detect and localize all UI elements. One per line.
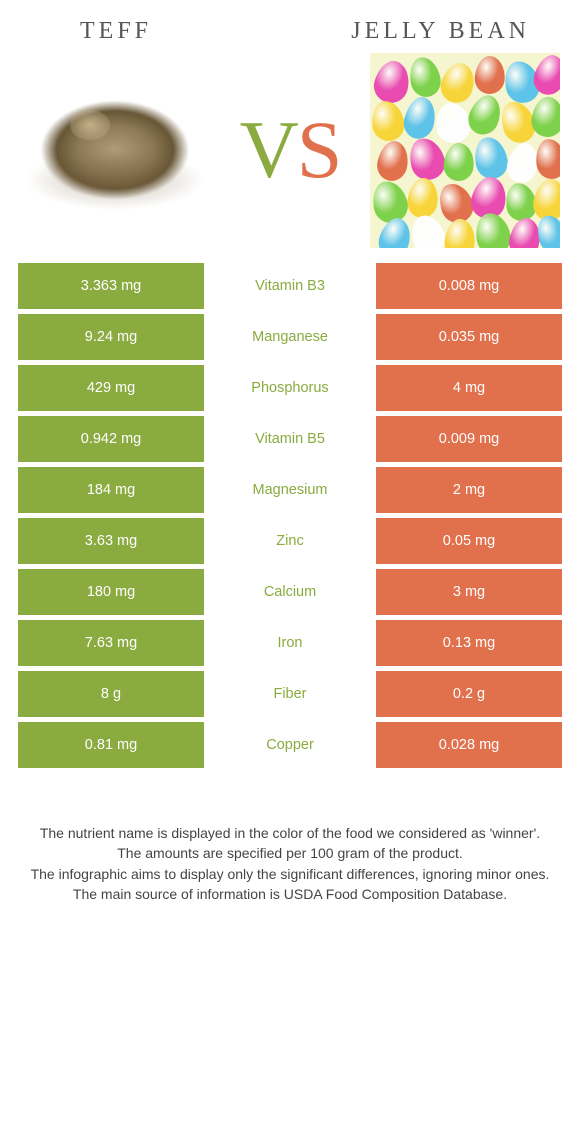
jellybean-icon <box>472 134 511 181</box>
jellybean-image <box>370 55 560 245</box>
nutrient-row: 7.63 mgIron0.13 mg <box>18 620 562 666</box>
jellybean-icon <box>436 58 480 107</box>
left-value: 184 mg <box>18 467 204 513</box>
jellybean-icon <box>434 101 471 144</box>
nutrient-name: Vitamin B5 <box>204 416 376 462</box>
right-value: 0.2 g <box>376 671 562 717</box>
nutrient-name: Manganese <box>204 314 376 360</box>
right-value: 2 mg <box>376 467 562 513</box>
jellybean-icon <box>408 211 449 247</box>
footer-line-4: The main source of information is USDA F… <box>30 884 550 904</box>
left-value: 180 mg <box>18 569 204 615</box>
header-titles: TEFF JELLY BEAN <box>0 0 580 55</box>
footer-line-3: The infographic aims to display only the… <box>30 864 550 884</box>
left-value: 0.81 mg <box>18 722 204 768</box>
jellybean-icon <box>405 176 440 220</box>
jellybean-icon <box>370 98 407 142</box>
infographic-container: TEFF JELLY BEAN VS 3.363 mgVitamin B30.0… <box>0 0 580 904</box>
images-row: VS <box>0 55 580 263</box>
left-value: 429 mg <box>18 365 204 411</box>
nutrient-row: 180 mgCalcium3 mg <box>18 569 562 615</box>
nutrient-row: 429 mgPhosphorus4 mg <box>18 365 562 411</box>
right-value: 3 mg <box>376 569 562 615</box>
teff-pile-icon <box>40 100 190 200</box>
left-value: 3.363 mg <box>18 263 204 309</box>
footer-notes: The nutrient name is displayed in the co… <box>0 773 580 904</box>
jellybean-icon <box>405 134 449 183</box>
jellybean-icon <box>464 90 507 138</box>
nutrient-row: 3.363 mgVitamin B30.008 mg <box>18 263 562 309</box>
right-value: 0.13 mg <box>376 620 562 666</box>
jellybean-icon <box>443 217 477 247</box>
nutrient-row: 9.24 mgManganese0.035 mg <box>18 314 562 360</box>
right-value: 0.028 mg <box>376 722 562 768</box>
jellybean-icon <box>442 141 476 182</box>
jellybean-icon <box>370 57 414 106</box>
jellybean-icon <box>407 54 443 99</box>
nutrient-row: 0.81 mgCopper0.028 mg <box>18 722 562 768</box>
vs-label: VS <box>240 103 341 197</box>
left-value: 0.942 mg <box>18 416 204 462</box>
jellybean-icon <box>473 54 506 94</box>
right-value: 0.05 mg <box>376 518 562 564</box>
jellybean-icon <box>370 177 411 225</box>
footer-line-1: The nutrient name is displayed in the co… <box>30 823 550 843</box>
jellybean-icon <box>374 138 412 183</box>
nutrient-row: 8 gFiber0.2 g <box>18 671 562 717</box>
left-value: 3.63 mg <box>18 518 204 564</box>
vs-letter-s: S <box>297 103 341 197</box>
nutrient-name: Zinc <box>204 518 376 564</box>
left-value: 7.63 mg <box>18 620 204 666</box>
nutrient-name: Vitamin B3 <box>204 263 376 309</box>
jellybean-icon <box>534 137 560 180</box>
nutrient-table: 3.363 mgVitamin B30.008 mg 9.24 mgMangane… <box>0 263 580 768</box>
nutrient-row: 0.942 mgVitamin B50.009 mg <box>18 416 562 462</box>
right-value: 4 mg <box>376 365 562 411</box>
nutrient-name: Iron <box>204 620 376 666</box>
nutrient-name: Fiber <box>204 671 376 717</box>
nutrient-name: Phosphorus <box>204 365 376 411</box>
left-value: 9.24 mg <box>18 314 204 360</box>
right-value: 0.008 mg <box>376 263 562 309</box>
right-food-title: JELLY BEAN <box>305 18 550 45</box>
right-value: 0.009 mg <box>376 416 562 462</box>
vs-letter-v: V <box>240 103 297 197</box>
jellybean-icon <box>400 93 439 141</box>
nutrient-row: 3.63 mgZinc0.05 mg <box>18 518 562 564</box>
nutrient-name: Magnesium <box>204 467 376 513</box>
jellybean-pile-icon <box>370 53 560 248</box>
nutrient-name: Copper <box>204 722 376 768</box>
teff-image <box>20 55 210 245</box>
left-food-title: TEFF <box>30 18 305 45</box>
right-value: 0.035 mg <box>376 314 562 360</box>
footer-line-2: The amounts are specified per 100 gram o… <box>30 843 550 863</box>
nutrient-row: 184 mgMagnesium2 mg <box>18 467 562 513</box>
nutrient-name: Calcium <box>204 569 376 615</box>
left-value: 8 g <box>18 671 204 717</box>
